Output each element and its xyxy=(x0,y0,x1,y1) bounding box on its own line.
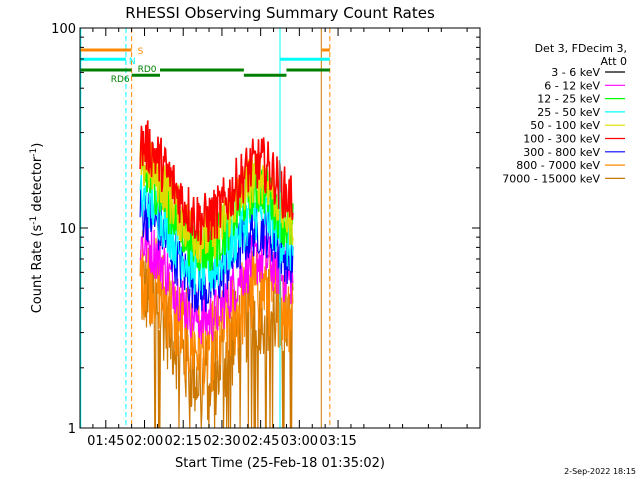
x-tick-label: 02:15 xyxy=(164,434,201,449)
flag-bars: SN RD6 RD0 xyxy=(80,47,330,85)
legend-entry-label: 25 - 50 keV xyxy=(537,106,600,119)
legend-header-line: Att 0 xyxy=(601,55,627,68)
trace-line xyxy=(139,174,294,296)
legend-entry-label: 3 - 6 keV xyxy=(551,66,600,79)
y-axis-label: Count Rate (s-1 detector-1) xyxy=(29,143,45,314)
footer-date: 2-Sep-2022 18:15 xyxy=(564,467,636,476)
flag-label: S xyxy=(138,47,144,57)
x-tick-label: 02:30 xyxy=(203,434,240,449)
y-tick-label: 100 xyxy=(51,22,76,37)
x-axis-label: Start Time (25-Feb-18 01:35:02) xyxy=(175,456,385,471)
x-tick-label: 03:15 xyxy=(319,434,356,449)
x-tick-label: 02:00 xyxy=(126,434,163,449)
flag-label: N xyxy=(129,57,136,67)
y-tick-label: 1 xyxy=(68,422,76,437)
y-tick-label: 10 xyxy=(59,222,76,237)
x-tick-label: 03:00 xyxy=(281,434,318,449)
flag-label: RD6 xyxy=(111,75,130,85)
legend-header-line: Det 3, FDecim 3, xyxy=(535,42,627,55)
trace-line xyxy=(139,120,294,246)
x-tick-label: 01:45 xyxy=(87,434,124,449)
legend-entry-label: 300 - 800 keV xyxy=(523,146,600,159)
legend-entry-label: 800 - 7000 keV xyxy=(516,159,600,172)
data-layer xyxy=(139,120,294,429)
legend-entry-label: 7000 - 15000 keV xyxy=(502,172,600,185)
chart-title: RHESSI Observing Summary Count Rates xyxy=(125,4,435,22)
legend-entry-label: 12 - 25 keV xyxy=(537,93,600,106)
axes: 01:45 02:00 02:15 02:30 02:45 03:00 03:15 1 10 10… xyxy=(51,22,481,449)
trace-line xyxy=(139,220,294,345)
legend-entry-label: 50 - 100 keV xyxy=(530,119,600,132)
legend-entry-label: 6 - 12 keV xyxy=(544,79,600,92)
legend-entry-label: 100 - 300 keV xyxy=(523,133,600,146)
x-tick-label: 02:45 xyxy=(242,434,279,449)
flag-label: RD0 xyxy=(138,65,157,75)
